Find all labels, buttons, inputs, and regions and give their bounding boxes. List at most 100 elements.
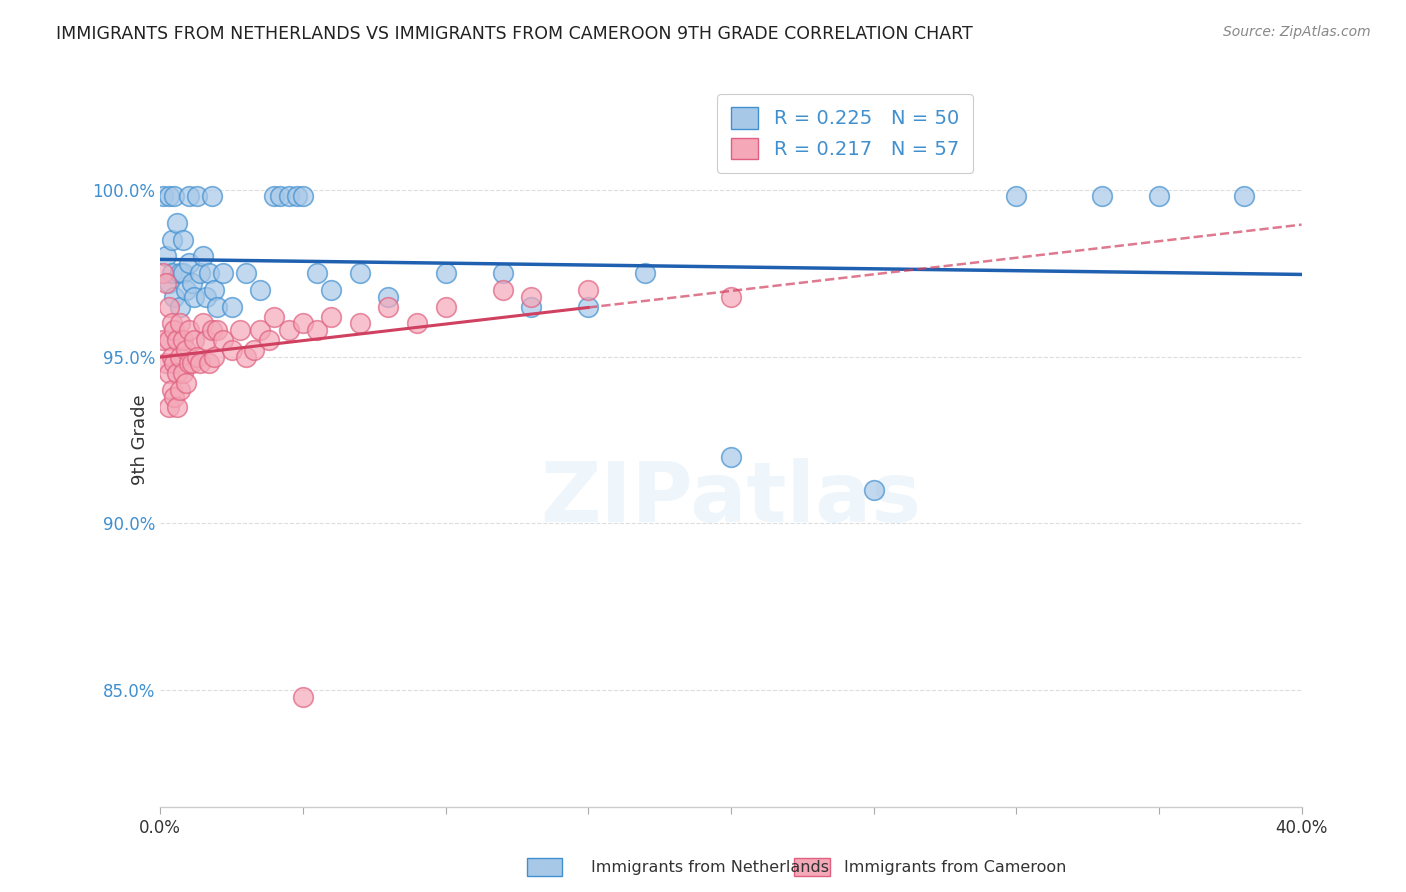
Point [291, 189, 314, 203]
Point [188, 266, 211, 280]
Point [163, 323, 186, 337]
Point [576, 283, 599, 297]
Point [720, 450, 742, 464]
Point [160, 350, 183, 364]
Legend: R = 0.225   N = 50, R = 0.217   N = 57: R = 0.225 N = 50, R = 0.217 N = 57 [717, 94, 973, 173]
Point [166, 333, 188, 347]
Point [186, 350, 208, 364]
Point [263, 189, 285, 203]
Point [169, 300, 191, 314]
Point [321, 283, 343, 297]
Point [166, 366, 188, 380]
Point [180, 276, 202, 290]
Point [200, 323, 222, 337]
Point [321, 310, 343, 324]
Point [720, 289, 742, 303]
Point [235, 350, 257, 364]
Point [862, 483, 884, 497]
Point [191, 250, 214, 264]
Point [155, 276, 177, 290]
Point [177, 256, 200, 270]
Point [1091, 189, 1114, 203]
Text: Immigrants from Cameroon: Immigrants from Cameroon [844, 860, 1066, 874]
Point [212, 266, 235, 280]
Point [155, 356, 177, 370]
Point [169, 266, 191, 280]
Point [160, 316, 183, 330]
Point [207, 300, 229, 314]
Point [291, 316, 314, 330]
Point [157, 400, 180, 414]
Point [229, 323, 252, 337]
Point [434, 300, 457, 314]
Point [1005, 189, 1028, 203]
Point [221, 343, 243, 357]
Point [634, 266, 657, 280]
Point [166, 400, 188, 414]
Point [197, 356, 219, 370]
Point [269, 189, 291, 203]
Point [172, 266, 194, 280]
Point [307, 266, 329, 280]
Point [177, 189, 200, 203]
Point [520, 300, 543, 314]
Point [163, 189, 186, 203]
Point [1147, 189, 1170, 203]
Point [243, 343, 266, 357]
Point [160, 233, 183, 247]
Point [1233, 189, 1256, 203]
Point [197, 266, 219, 280]
Point [406, 316, 429, 330]
Point [191, 316, 214, 330]
Point [174, 283, 197, 297]
Point [166, 216, 188, 230]
Point [152, 266, 174, 280]
Point [491, 266, 513, 280]
Point [163, 390, 186, 404]
Point [160, 383, 183, 397]
Point [157, 189, 180, 203]
Point [169, 316, 191, 330]
Point [180, 356, 202, 370]
Text: IMMIGRANTS FROM NETHERLANDS VS IMMIGRANTS FROM CAMEROON 9TH GRADE CORRELATION CH: IMMIGRANTS FROM NETHERLANDS VS IMMIGRANT… [56, 25, 973, 43]
Point [377, 289, 399, 303]
Point [194, 333, 217, 347]
Point [434, 266, 457, 280]
Point [257, 333, 280, 347]
Point [152, 189, 174, 203]
Point [163, 356, 186, 370]
Point [277, 189, 299, 203]
Point [491, 283, 513, 297]
Point [235, 266, 257, 280]
Point [202, 350, 225, 364]
Point [157, 333, 180, 347]
Point [249, 323, 271, 337]
Text: Immigrants from Netherlands: Immigrants from Netherlands [591, 860, 828, 874]
Point [291, 690, 314, 704]
Point [157, 366, 180, 380]
Point [152, 333, 174, 347]
Point [285, 189, 308, 203]
Point [576, 300, 599, 314]
Point [172, 366, 194, 380]
Point [177, 323, 200, 337]
Point [263, 310, 285, 324]
Point [349, 316, 371, 330]
Point [207, 323, 229, 337]
Point [194, 289, 217, 303]
Point [169, 383, 191, 397]
Point [183, 289, 205, 303]
Point [277, 323, 299, 337]
Point [174, 376, 197, 391]
Point [200, 189, 222, 203]
Point [163, 289, 186, 303]
Point [307, 323, 329, 337]
Point [172, 233, 194, 247]
Point [157, 276, 180, 290]
Y-axis label: 9th Grade: 9th Grade [131, 394, 149, 485]
Point [249, 283, 271, 297]
Point [174, 343, 197, 357]
Point [221, 300, 243, 314]
Point [177, 356, 200, 370]
Text: Source: ZipAtlas.com: Source: ZipAtlas.com [1223, 25, 1371, 39]
